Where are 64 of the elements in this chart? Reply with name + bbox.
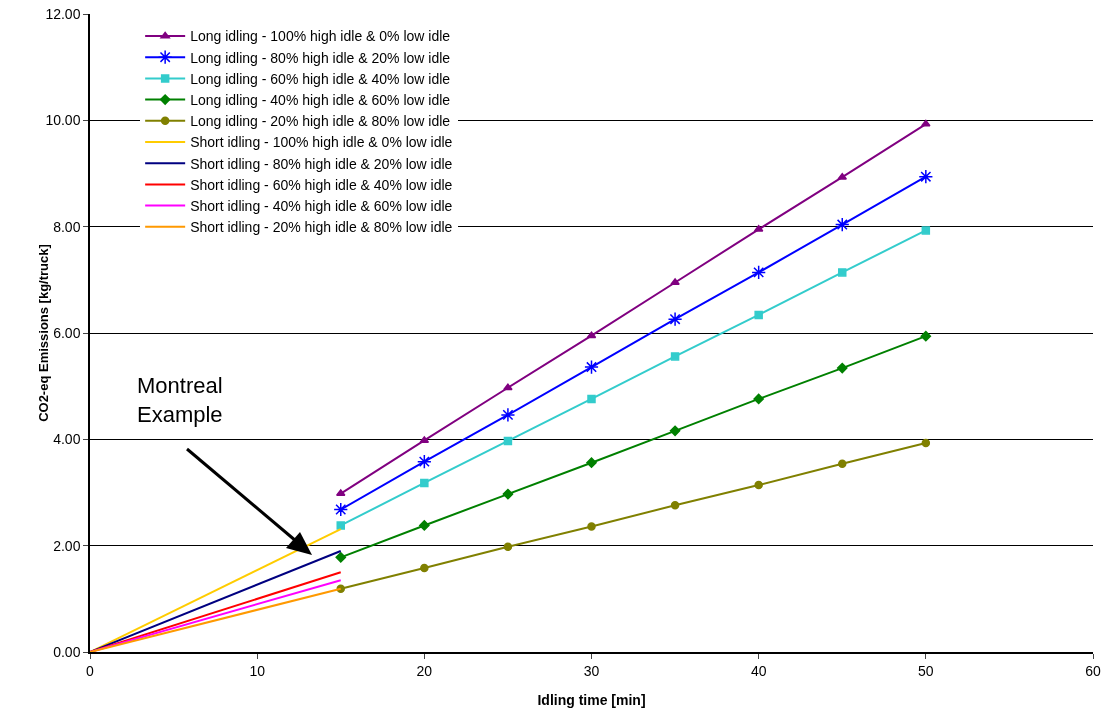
legend-label: Short idling - 80% high idle & 20% low idle [190, 155, 453, 172]
point [503, 436, 513, 446]
x-tick-label: 50 [918, 662, 934, 679]
point [920, 330, 932, 342]
point [503, 542, 513, 551]
point [921, 438, 931, 448]
point [335, 552, 347, 563]
point [587, 522, 596, 531]
legend-label: Short idling - 40% high idle & 60% low idle [190, 198, 453, 215]
x-tick-label: 60 [1085, 662, 1101, 679]
point [837, 172, 848, 180]
legend-label: Short idling - 100% high idle & 0% low idle [190, 134, 453, 151]
legend-label: Long idling - 40% high idle & 60% low idle [190, 92, 451, 109]
x-tick-label: 40 [750, 662, 767, 679]
point [416, 454, 432, 470]
point [667, 311, 683, 327]
point [921, 119, 931, 127]
y-axis-title: CO2-eq Emissions [kg/truck] [36, 244, 52, 422]
point [503, 383, 513, 391]
point [754, 310, 763, 320]
legend-label: Short idling - 60% high idle & 40% low idle [190, 176, 453, 193]
y-tick-label: 12.00 [45, 5, 81, 22]
y-tick-label: 10.00 [45, 112, 81, 129]
x-tick-label: 20 [416, 662, 433, 679]
point [420, 563, 429, 573]
x-axis-title: Idling time [min] [537, 691, 646, 708]
point [921, 226, 931, 235]
point [419, 520, 430, 531]
point [669, 425, 681, 437]
x-tick-label: 0 [86, 662, 95, 679]
point [918, 169, 934, 185]
point [753, 393, 764, 405]
point [838, 459, 847, 469]
point [670, 278, 680, 285]
point [333, 502, 349, 517]
point [336, 521, 345, 530]
point [836, 362, 848, 374]
legend-label: Long idling - 100% high idle & 0% low idle [190, 28, 451, 45]
point [751, 265, 767, 280]
legend-label: Short idling - 20% high idle & 80% low idle [190, 219, 453, 236]
point [586, 457, 597, 469]
point [838, 268, 847, 277]
x-tick-label: 10 [249, 662, 266, 679]
y-tick-label: 6.00 [53, 324, 81, 341]
annotation: Montreal Example [137, 373, 223, 427]
point [420, 478, 429, 488]
y-tick-label: 0.00 [53, 643, 81, 660]
point [834, 217, 850, 232]
point [584, 359, 599, 375]
point [670, 501, 680, 510]
x-tick-label: 30 [583, 662, 600, 679]
point [587, 394, 596, 404]
point [335, 489, 346, 497]
legend-label: Long idling - 20% high idle & 80% low idle [190, 113, 451, 130]
point [502, 488, 514, 500]
point [670, 352, 680, 361]
legend-label: Long idling - 80% high idle & 20% low idle [190, 49, 451, 66]
y-tick-label: 8.00 [53, 218, 81, 235]
legend-label: Long idling - 60% high idle & 40% low idle [190, 70, 451, 87]
y-tick-label: 2.00 [53, 537, 81, 554]
point [500, 407, 516, 423]
y-tick-label: 4.00 [53, 431, 81, 448]
point [754, 480, 763, 490]
point [586, 331, 597, 339]
